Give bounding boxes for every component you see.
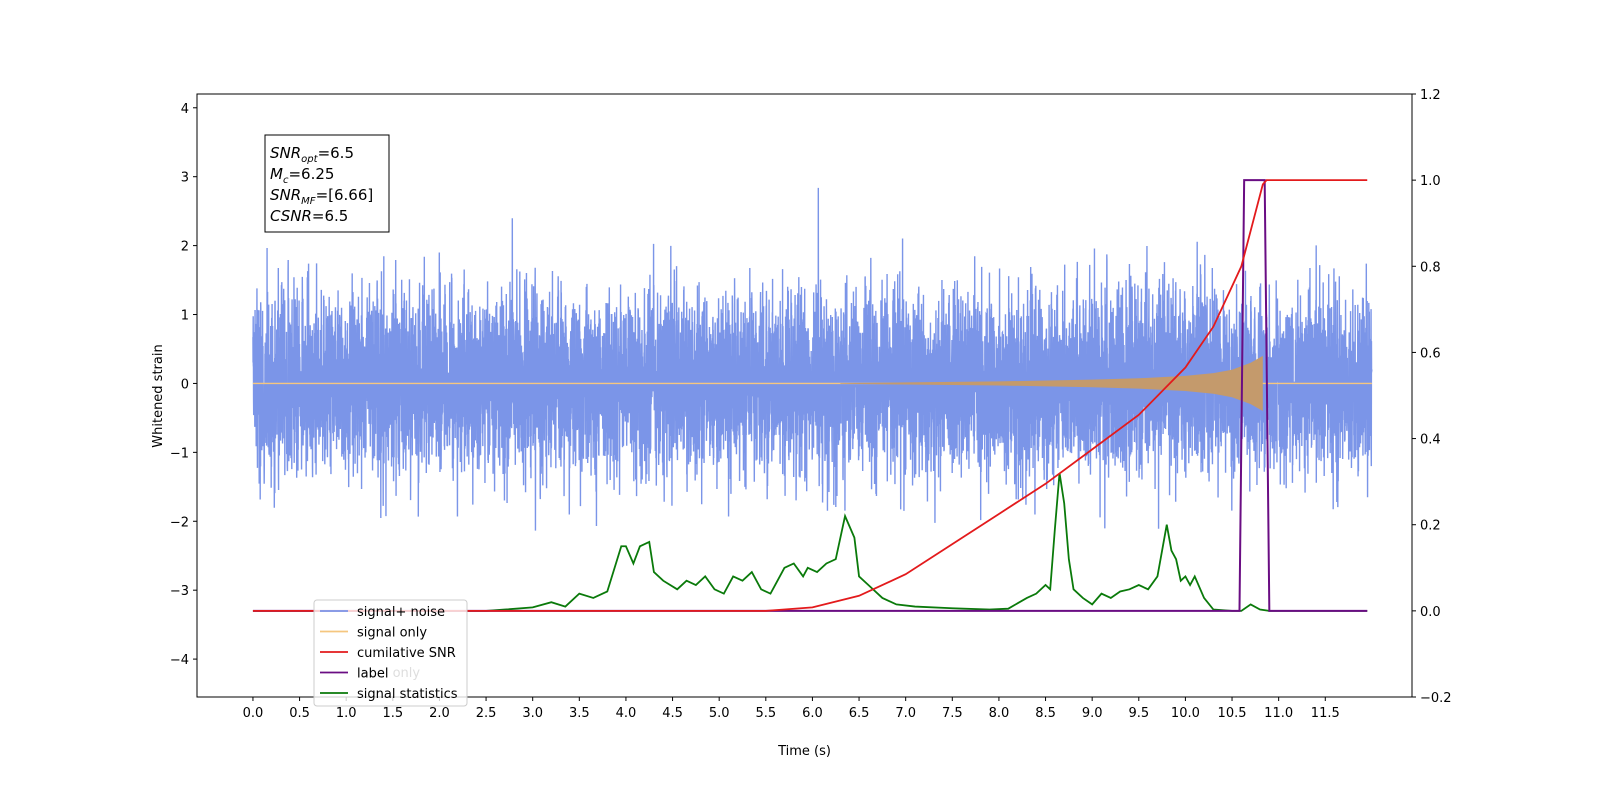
y-tick-label: −1	[170, 446, 189, 461]
y-axis-right: 1.2 1.0 0.8 0.6 0.4 0.2 0.0 −0.2	[1412, 88, 1452, 706]
y-tick-label: 2	[181, 240, 189, 255]
y-tick-label: 3	[181, 171, 189, 186]
plot-frame	[196, 93, 1413, 698]
x-tick-label: 9.5	[1128, 706, 1149, 721]
y-tick-label: −4	[170, 653, 189, 668]
x-tick-label: 0.5	[289, 706, 310, 721]
info-box-frame	[264, 134, 390, 233]
info-subscript: c	[283, 175, 289, 186]
info-line: Mc=6.25	[270, 165, 334, 186]
legend-label: label	[357, 667, 388, 682]
x-tick-label: 6.5	[849, 706, 870, 721]
y-tick-label: 0	[181, 377, 189, 392]
x-tick-label: 10.5	[1218, 706, 1247, 721]
x-tick-label: 7.5	[942, 706, 963, 721]
y2-tick-label: 0.4	[1420, 433, 1441, 448]
y2-tick-label: 1.2	[1420, 88, 1441, 103]
legend-label: signal only	[357, 626, 427, 641]
x-tick-label: 1.5	[382, 706, 403, 721]
info-symbol: SNR	[270, 144, 301, 162]
signal-only-chirp	[840, 355, 1263, 411]
info-value: =6.5	[318, 144, 354, 162]
x-tick-label: 11.0	[1264, 706, 1293, 721]
legend: label only signal+ noise signal only cumila…	[313, 599, 468, 707]
info-line: SNRopt=6.5	[270, 144, 354, 165]
info-symbol: CSNR	[270, 207, 312, 225]
x-tick-label: 2.0	[429, 706, 450, 721]
info-subscript: MF	[301, 196, 316, 207]
noise-layer	[252, 187, 1373, 531]
signal-statistics-line	[252, 472, 1368, 612]
info-subscript: opt	[301, 154, 318, 165]
x-tick-label: 8.0	[989, 706, 1010, 721]
right-axis-series-layer	[252, 179, 1368, 612]
legend-label: signal+ noise	[357, 605, 445, 620]
x-tick-label: 3.0	[522, 706, 543, 721]
y-axis-left: 4 3 2 1 0 −1 −2 −3 −4	[170, 102, 197, 668]
info-value: =6.5	[312, 207, 348, 225]
x-tick-label: 4.0	[616, 706, 637, 721]
legend-frame	[313, 599, 468, 707]
y2-tick-label: −0.2	[1420, 691, 1452, 706]
x-tick-label: 5.5	[755, 706, 776, 721]
x-tick-label: 9.0	[1082, 706, 1103, 721]
info-value: =6.25	[288, 165, 334, 183]
y-tick-label: −3	[170, 584, 189, 599]
x-tick-label: 8.5	[1035, 706, 1056, 721]
x-tick-label: 11.5	[1311, 706, 1340, 721]
signal-layer	[252, 355, 1372, 411]
info-symbol: M	[270, 165, 283, 183]
cumulative-snr-line	[252, 179, 1368, 612]
y-axis-title: Whitened strain	[151, 344, 166, 447]
x-tick-label: 5.0	[709, 706, 730, 721]
info-line: CSNR=6.5	[270, 207, 348, 225]
y2-tick-label: 1.0	[1420, 174, 1441, 189]
x-tick-label: 1.0	[336, 706, 357, 721]
legend-label: signal statistics	[357, 687, 458, 702]
y2-tick-label: 0.0	[1420, 605, 1441, 620]
y2-tick-label: 0.2	[1420, 519, 1441, 534]
signal-noise-line	[252, 187, 1373, 531]
y2-tick-label: 0.8	[1420, 260, 1441, 275]
label-line	[252, 179, 1368, 612]
x-tick-label: 4.5	[662, 706, 683, 721]
x-tick-label: 7.0	[895, 706, 916, 721]
x-tick-label: 2.5	[476, 706, 497, 721]
x-axis-title: Time (s)	[777, 744, 831, 759]
info-line: SNRMF=[6.66]	[270, 186, 373, 207]
y-tick-label: 4	[181, 102, 189, 117]
x-tick-label: 0.0	[243, 706, 264, 721]
y-tick-label: −2	[170, 515, 189, 530]
y2-tick-label: 0.6	[1420, 346, 1441, 361]
legend-overlap-text: label only	[357, 666, 420, 681]
x-tick-label: 6.0	[802, 706, 823, 721]
x-tick-label: 3.5	[569, 706, 590, 721]
info-value: =[6.66]	[316, 186, 374, 204]
info-symbol: SNR	[270, 186, 301, 204]
legend-label: cumilative SNR	[357, 646, 456, 661]
x-axis: 0.0 0.5 1.0 1.5 2.0 2.5 3.0 3.5 4.0 4.5 5.0 5.5 6.0 6…	[243, 697, 1340, 721]
y-tick-label: 1	[181, 309, 189, 324]
x-tick-label: 10.0	[1171, 706, 1200, 721]
